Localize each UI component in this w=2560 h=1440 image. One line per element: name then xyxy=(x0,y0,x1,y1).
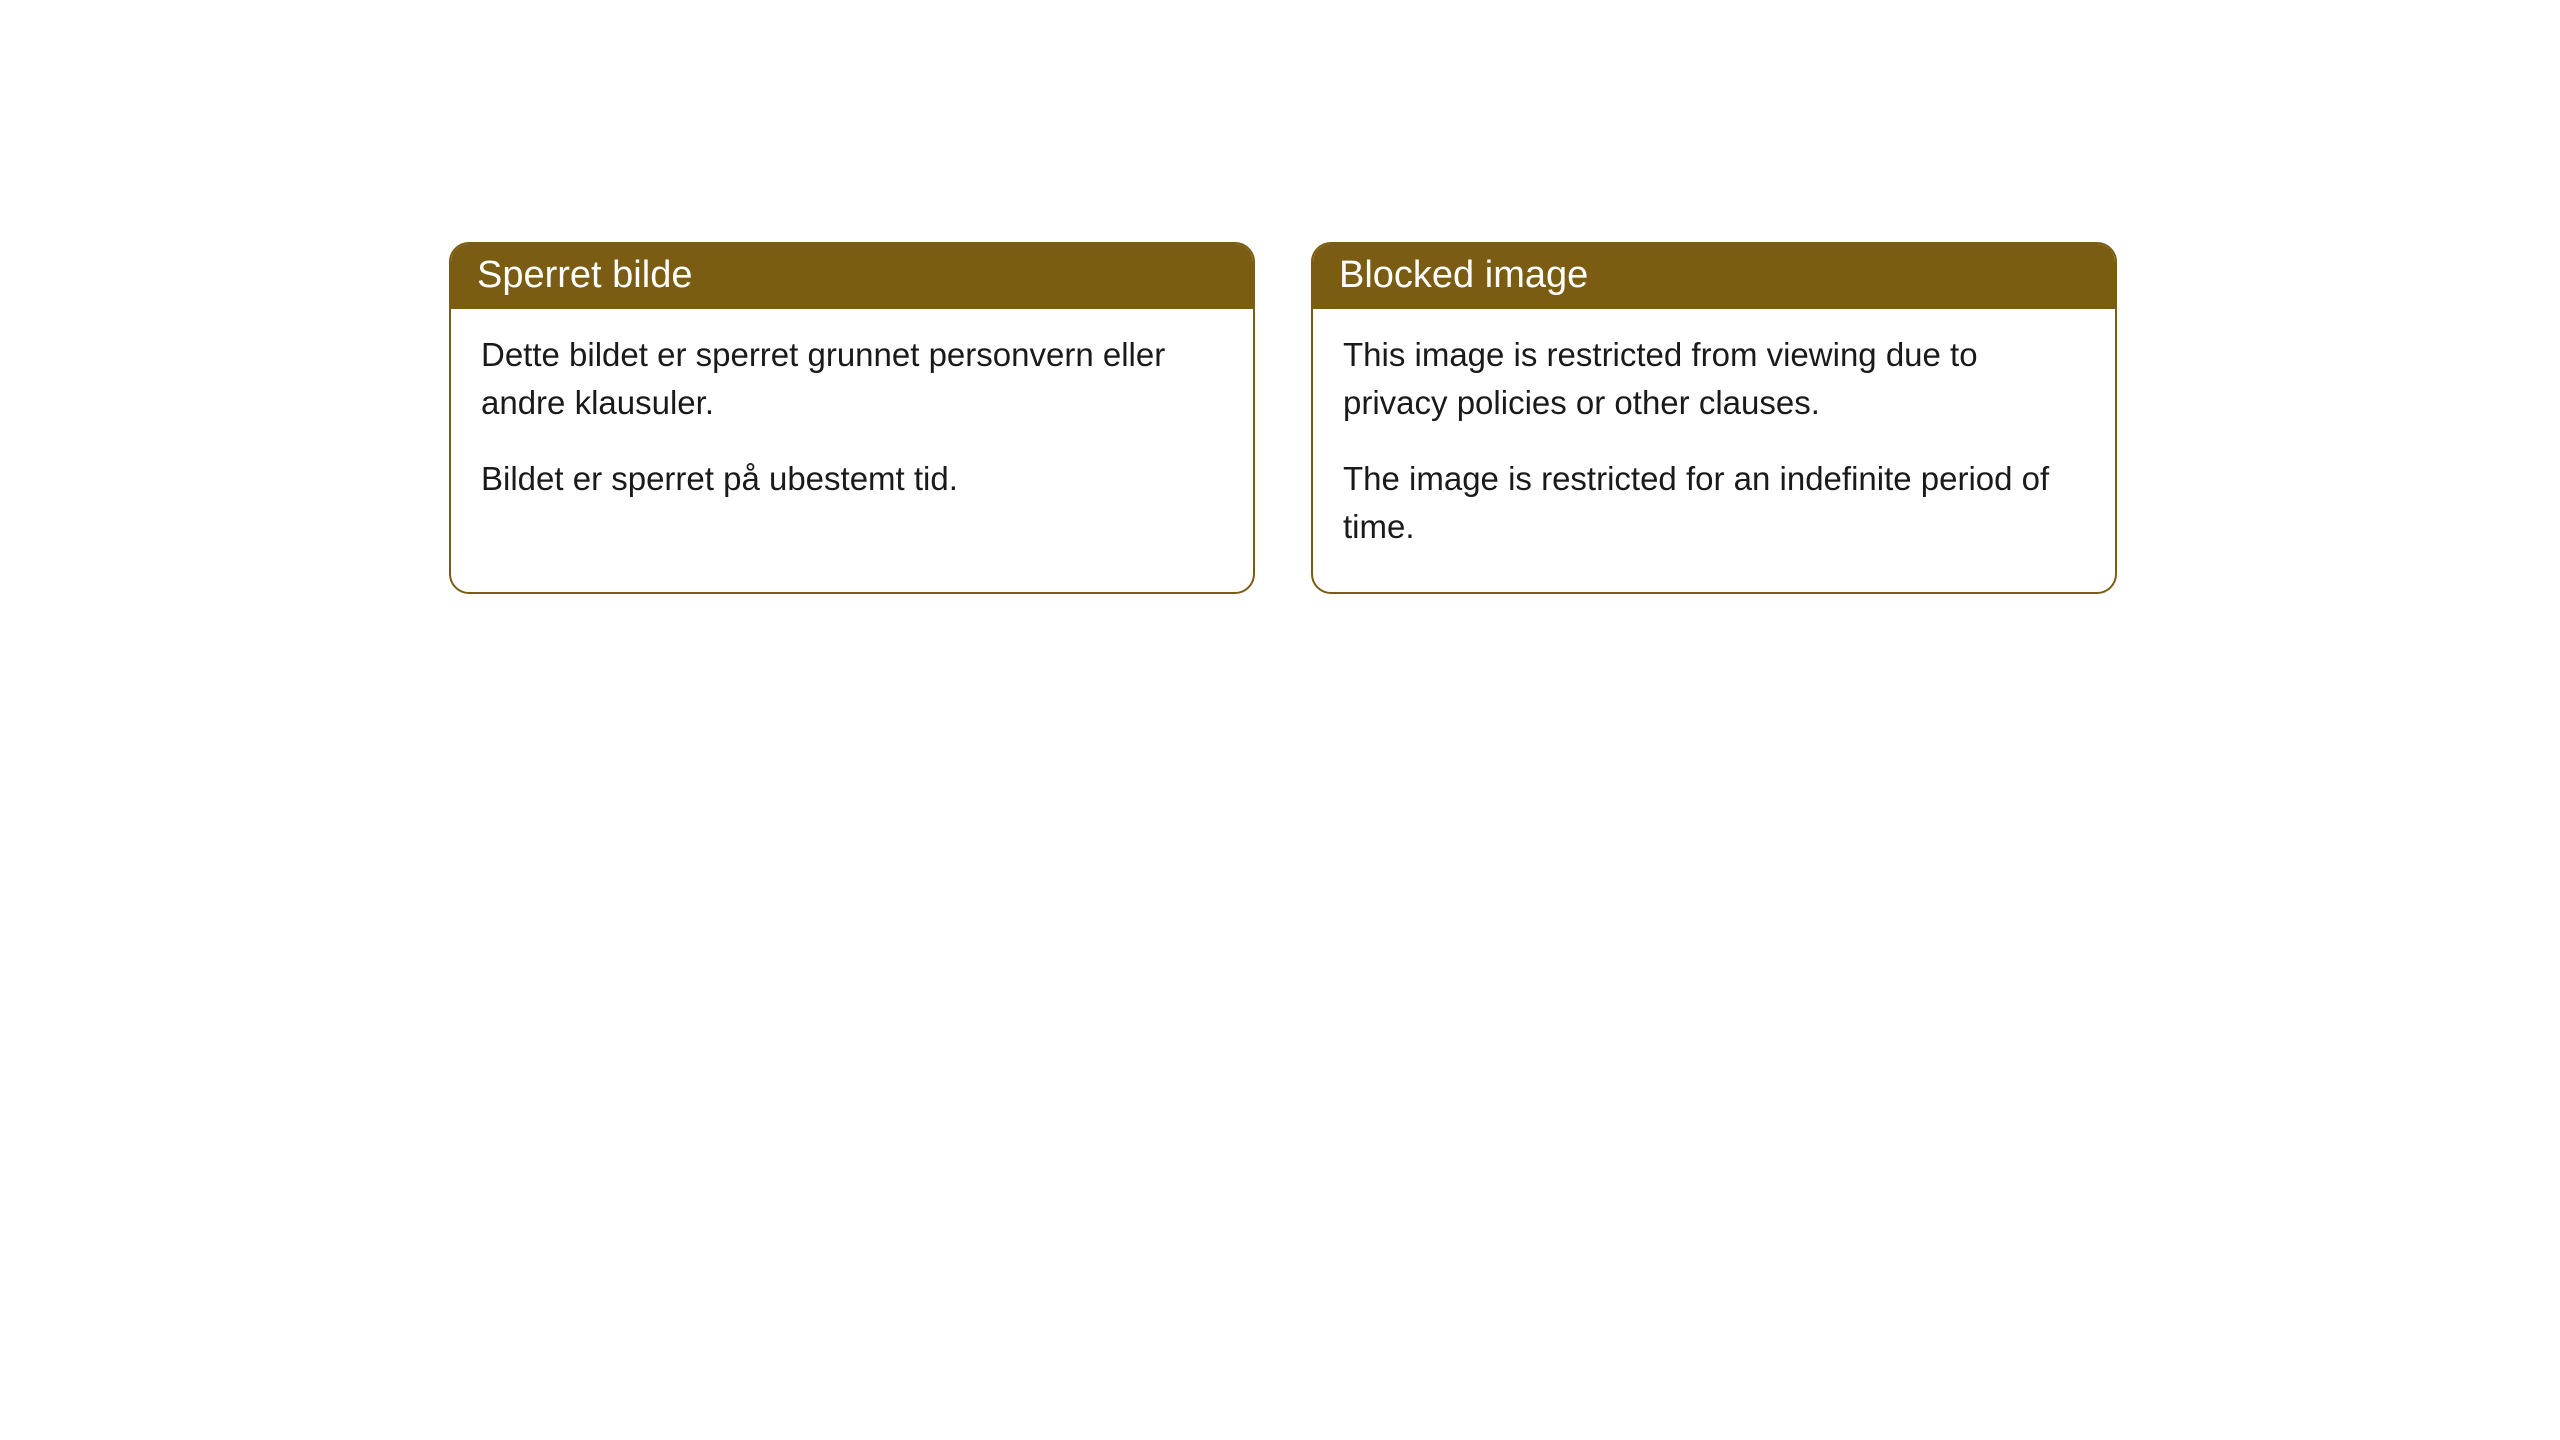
card-message-2: The image is restricted for an indefinit… xyxy=(1343,455,2085,551)
blocked-image-card-en: Blocked image This image is restricted f… xyxy=(1311,242,2117,594)
card-message-1: This image is restricted from viewing du… xyxy=(1343,331,2085,427)
card-message-1: Dette bildet er sperret grunnet personve… xyxy=(481,331,1223,427)
blocked-image-card-no: Sperret bilde Dette bildet er sperret gr… xyxy=(449,242,1255,594)
card-message-2: Bildet er sperret på ubestemt tid. xyxy=(481,455,1223,503)
notice-container: Sperret bilde Dette bildet er sperret gr… xyxy=(0,0,2560,594)
card-title: Sperret bilde xyxy=(451,244,1253,309)
card-body: Dette bildet er sperret grunnet personve… xyxy=(451,309,1253,545)
card-body: This image is restricted from viewing du… xyxy=(1313,309,2115,592)
card-title: Blocked image xyxy=(1313,244,2115,309)
